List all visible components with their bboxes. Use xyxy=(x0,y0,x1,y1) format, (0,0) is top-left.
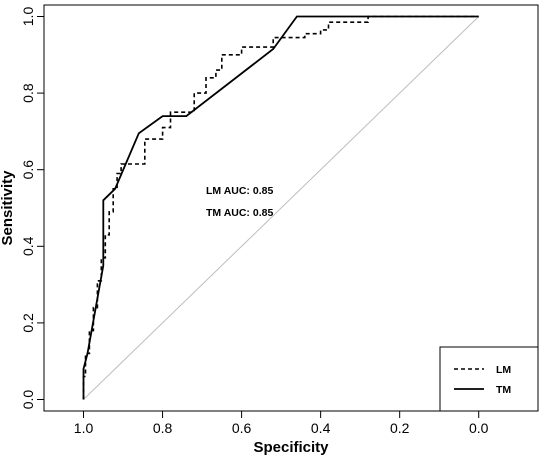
series-line-tm xyxy=(82,15,479,400)
x-tick-label: 0.6 xyxy=(232,420,252,436)
legend-label-lm: LM xyxy=(496,364,511,376)
reference-diagonal-line xyxy=(83,16,480,400)
annotation-tm-auc: TM AUC: 0.85 xyxy=(206,207,273,219)
y-axis-title: Sensitivity xyxy=(0,170,16,246)
x-tick-label: 0.2 xyxy=(390,420,410,436)
x-tick-label: 0.0 xyxy=(469,420,489,436)
x-axis-title: Specificity xyxy=(253,439,329,456)
y-tick-label: 1.0 xyxy=(20,7,36,27)
annotation-lm-auc: LM AUC: 0.85 xyxy=(206,185,273,197)
x-tick-label: 0.4 xyxy=(311,420,331,436)
x-axis: 1.0 0.8 0.6 0.4 0.2 0.0 xyxy=(74,411,489,436)
legend-box xyxy=(439,346,539,412)
y-tick-label: 0.4 xyxy=(20,236,36,256)
y-tick-label: 0.6 xyxy=(20,160,36,180)
y-axis: 0.0 0.2 0.4 0.6 0.8 1.0 xyxy=(20,7,44,410)
x-tick-label: 1.0 xyxy=(74,420,94,436)
plot-frame xyxy=(43,4,539,412)
legend: LM TM xyxy=(439,346,539,412)
y-tick-label: 0.8 xyxy=(20,83,36,103)
legend-label-tm: TM xyxy=(496,384,511,396)
y-tick-label: 0.2 xyxy=(20,313,36,333)
y-tick-label: 0.0 xyxy=(20,390,36,410)
x-tick-label: 0.8 xyxy=(153,420,173,436)
